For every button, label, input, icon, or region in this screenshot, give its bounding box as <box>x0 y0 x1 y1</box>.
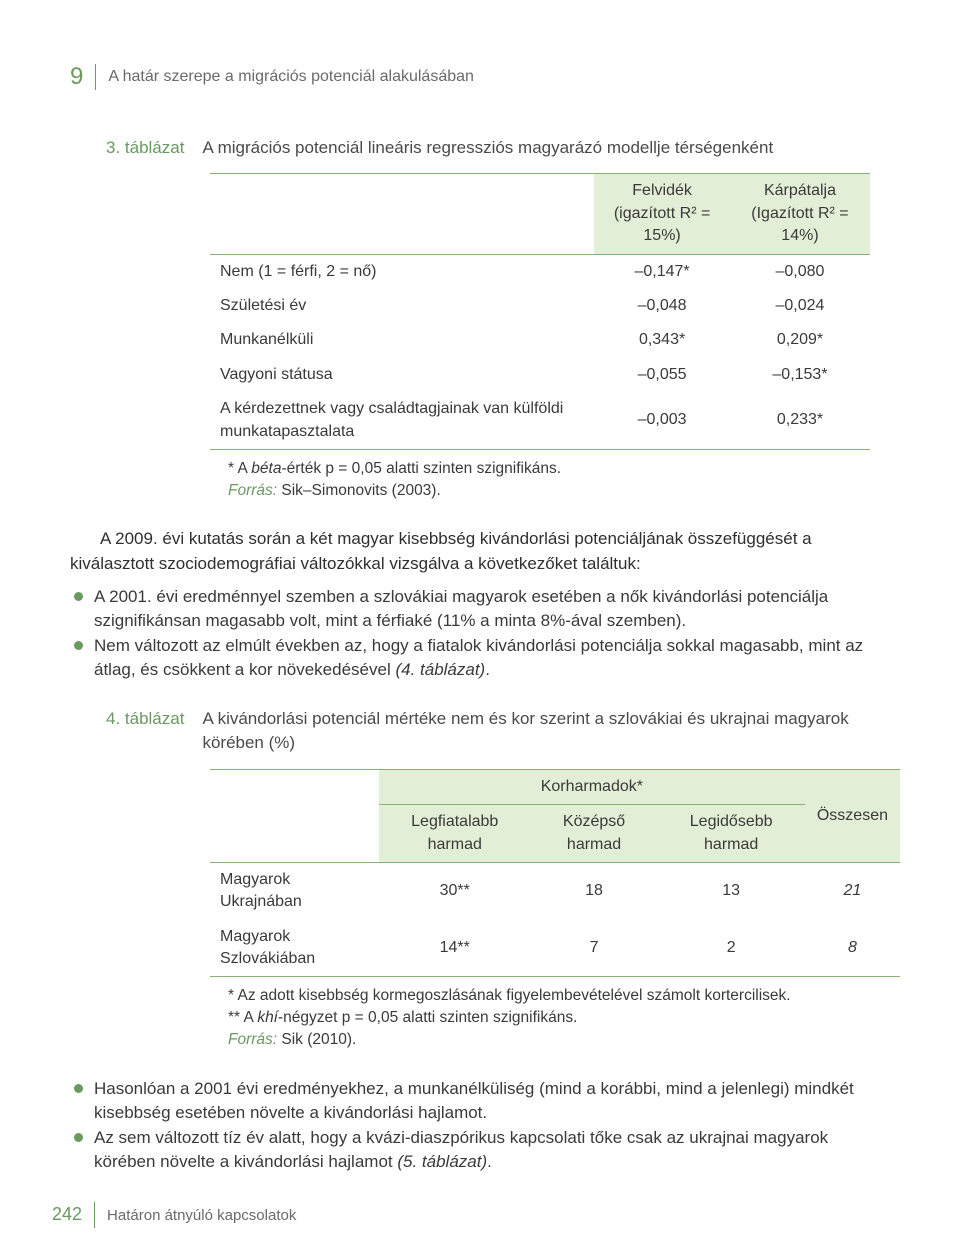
running-header: 9 A határ szerepe a migrációs potenciál … <box>70 60 890 94</box>
table3-col1-line2: (igazított R² = 15%) <box>614 205 710 244</box>
table3-row1-label: Születési év <box>210 289 594 323</box>
table4-row0-tot: 21 <box>805 862 900 919</box>
page-footer: 242 Határon átnyúló kapcsolatok <box>52 1202 296 1228</box>
table3-row4-v2: 0,233* <box>730 392 870 449</box>
bullet-list-1: A 2001. évi eredménnyel szemben a szlová… <box>70 585 890 684</box>
table3-title: A migrációs potenciál lineáris regresszi… <box>202 136 773 160</box>
table3-row0-v1: –0,147* <box>594 254 730 289</box>
table-row: Vagyoni státusa –0,055 –0,153* <box>210 358 870 392</box>
table3-row2-v2: 0,209* <box>730 323 870 357</box>
table3-note-beta: * A béta-érték p = 0,05 alatti szinten s… <box>228 458 890 480</box>
table-row: Magyarok Ukrajnában 30** 18 13 21 <box>210 862 900 919</box>
table-row: Magyarok Szlovákiában 14** 7 2 8 <box>210 920 900 977</box>
table4-row1-c1: 14** <box>379 920 531 977</box>
table3-row3-label: Vagyoni státusa <box>210 358 594 392</box>
table4-row0-label: Magyarok Ukrajnában <box>210 862 379 919</box>
table4-caption: 4. táblázat A kivándorlási potenciál mér… <box>106 707 890 755</box>
table3-caption: 3. táblázat A migrációs potenciál lineár… <box>106 136 890 160</box>
table4-row1-tot: 8 <box>805 920 900 977</box>
table3: Felvidék (igazított R² = 15%) Kárpátalja… <box>210 173 870 450</box>
table4-row0-c3: 13 <box>657 862 804 919</box>
table4-note2: ** A khí-négyzet p = 0,05 alatti szinten… <box>228 1007 890 1029</box>
table4-row0-c1: 30** <box>379 862 531 919</box>
table4-label: 4. táblázat <box>106 707 184 755</box>
footer-page-number: 242 <box>52 1202 82 1227</box>
table3-row1-v2: –0,024 <box>730 289 870 323</box>
running-head-text: A határ szerepe a migrációs potenciál al… <box>108 66 474 88</box>
table3-col2-line1: Kárpátalja <box>764 182 836 199</box>
table3-row3-v1: –0,055 <box>594 358 730 392</box>
table3-label: 3. táblázat <box>106 136 184 160</box>
table3-row0-label: Nem (1 = férfi, 2 = nő) <box>210 254 594 289</box>
table3-row4-v1: –0,003 <box>594 392 730 449</box>
table-row: Munkanélküli 0,343* 0,209* <box>210 323 870 357</box>
table4-row0-c2: 18 <box>531 862 658 919</box>
body-paragraph-1: A 2009. évi kutatás során a két magyar k… <box>70 527 890 576</box>
table4-footnotes: * Az adott kisebbség kormegoszlásának fi… <box>228 985 890 1050</box>
table4-source: Forrás: Sik (2010). <box>228 1029 890 1051</box>
bullet-list-2: Hasonlóan a 2001 évi eredményekhez, a mu… <box>70 1077 890 1176</box>
table4: Korharmadok* Összesen Legfiatalabb harma… <box>210 769 900 978</box>
table4-spanning-header: Korharmadok* <box>379 769 805 804</box>
table4-row1-label: Magyarok Szlovákiában <box>210 920 379 977</box>
table4-subcol1: Középső harmad <box>531 805 658 863</box>
list-item: A 2001. évi eredménnyel szemben a szlová… <box>70 585 890 634</box>
table4-subcol0: Legfiatalabb harmad <box>379 805 531 863</box>
table3-col2-line2: (Igazított R² = 14%) <box>751 205 848 244</box>
footer-divider <box>94 1202 95 1228</box>
chapter-number: 9 <box>70 60 83 94</box>
table3-col2-header: Kárpátalja (Igazított R² = 14%) <box>730 174 870 254</box>
table4-title: A kivándorlási potenciál mértéke nem és … <box>202 707 890 755</box>
table3-col1-header: Felvidék (igazított R² = 15%) <box>594 174 730 254</box>
table3-footnotes: * A béta-érték p = 0,05 alatti szinten s… <box>228 458 890 501</box>
table4-row1-c2: 7 <box>531 920 658 977</box>
table-row: Születési év –0,048 –0,024 <box>210 289 870 323</box>
table4-subcol2: Legidősebb harmad <box>657 805 804 863</box>
footer-text: Határon átnyúló kapcsolatok <box>107 1205 296 1226</box>
header-divider <box>95 64 96 90</box>
list-item: Hasonlóan a 2001 évi eredményekhez, a mu… <box>70 1077 890 1126</box>
table-row: A kérdezettnek vagy családtagjainak van … <box>210 392 870 449</box>
table3-source: Forrás: Sik–Simonovits (2003). <box>228 480 890 502</box>
table3-row4-label: A kérdezettnek vagy családtagjainak van … <box>210 392 594 449</box>
table3-row0-v2: –0,080 <box>730 254 870 289</box>
table3-row2-v1: 0,343* <box>594 323 730 357</box>
table3-row3-v2: –0,153* <box>730 358 870 392</box>
list-item: Az sem változott tíz év alatt, hogy a kv… <box>70 1126 890 1175</box>
table-row: Nem (1 = férfi, 2 = nő) –0,147* –0,080 <box>210 254 870 289</box>
table3-row2-label: Munkanélküli <box>210 323 594 357</box>
table3-row1-v1: –0,048 <box>594 289 730 323</box>
table4-total-header: Összesen <box>805 769 900 862</box>
list-item: Nem változott az elmúlt években az, hogy… <box>70 634 890 683</box>
table4-row1-c3: 2 <box>657 920 804 977</box>
table3-col1-line1: Felvidék <box>632 182 692 199</box>
table4-note1: * Az adott kisebbség kormegoszlásának fi… <box>228 985 890 1007</box>
